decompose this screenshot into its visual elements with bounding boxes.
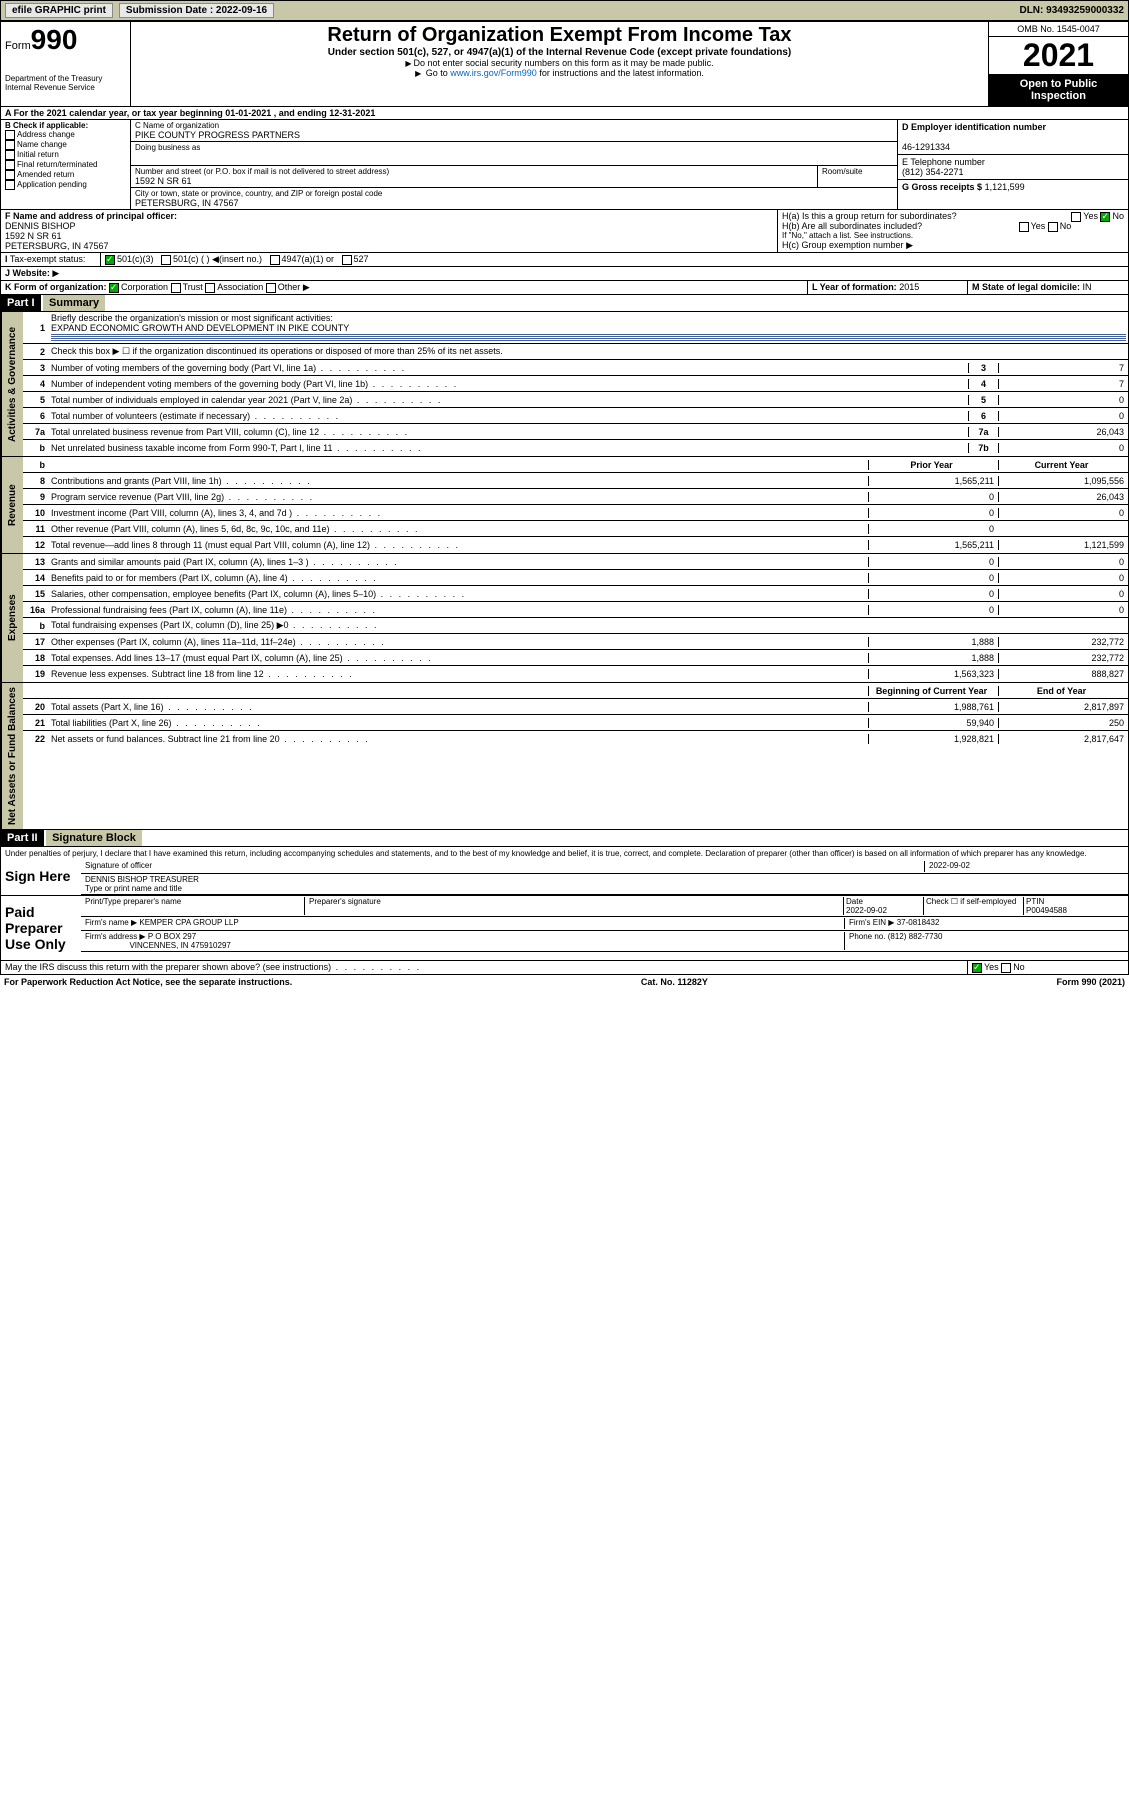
mission: EXPAND ECONOMIC GROWTH AND DEVELOPMENT I… xyxy=(51,323,349,333)
line-12: 12 Total revenue—add lines 8 through 11 … xyxy=(23,537,1128,553)
line-9: 9 Program service revenue (Part VIII, li… xyxy=(23,489,1128,505)
form-title: Return of Organization Exempt From Incom… xyxy=(137,24,982,47)
hc-label: H(c) Group exemption number xyxy=(782,240,904,250)
line-3: 3 Number of voting members of the govern… xyxy=(23,360,1128,376)
hb-label: H(b) Are all subordinates included? xyxy=(782,221,922,231)
city-state: PETERSBURG, IN 47567 xyxy=(135,198,893,208)
line-7a: 7a Total unrelated business revenue from… xyxy=(23,424,1128,440)
line-21: 21 Total liabilities (Part X, line 26) 5… xyxy=(23,715,1128,731)
dept-treasury: Department of the Treasury Internal Reve… xyxy=(5,74,126,92)
line-14: 14 Benefits paid to or for members (Part… xyxy=(23,570,1128,586)
line-8: 8 Contributions and grants (Part VIII, l… xyxy=(23,473,1128,489)
line-10: 10 Investment income (Part VIII, column … xyxy=(23,505,1128,521)
ha-label: H(a) Is this a group return for subordin… xyxy=(782,211,957,221)
line-6: 6 Total number of volunteers (estimate i… xyxy=(23,408,1128,424)
part1-hdr: Part I xyxy=(1,295,41,311)
line-13: 13 Grants and similar amounts paid (Part… xyxy=(23,554,1128,570)
phone: (812) 354-2271 xyxy=(902,167,964,177)
paid-preparer-block: Paid Preparer Use Only Print/Type prepar… xyxy=(0,896,1129,961)
officer-block: F Name and address of principal officer:… xyxy=(0,210,1129,253)
topbar: efile GRAPHIC print Submission Date : 20… xyxy=(0,0,1129,21)
line-17: 17 Other expenses (Part IX, column (A), … xyxy=(23,634,1128,650)
efile-btn[interactable]: efile GRAPHIC print xyxy=(5,3,113,18)
officer-addr1: 1592 N SR 61 xyxy=(5,231,62,241)
name-label: C Name of organization xyxy=(135,121,893,130)
form-number: Form990 xyxy=(5,24,126,56)
officer-name: DENNIS BISHOP xyxy=(5,221,76,231)
addr-label: Number and street (or P.O. box if mail i… xyxy=(135,167,813,176)
gross-label: G Gross receipts $ xyxy=(902,182,982,192)
line-11: 11 Other revenue (Part VIII, column (A),… xyxy=(23,521,1128,537)
line-22: 22 Net assets or fund balances. Subtract… xyxy=(23,731,1128,747)
status-row: I Tax-exempt status: 501(c)(3) 501(c) ( … xyxy=(0,253,1129,267)
room-label: Room/suite xyxy=(817,166,897,187)
line-15: 15 Salaries, other compensation, employe… xyxy=(23,586,1128,602)
ein-label: D Employer identification number xyxy=(902,122,1046,132)
street-addr: 1592 N SR 61 xyxy=(135,176,813,186)
expenses-block: Expenses 13 Grants and similar amounts p… xyxy=(0,554,1129,683)
revenue-block: Revenue b Prior Year Current Year 8 Cont… xyxy=(0,457,1129,554)
hb-note: If "No," attach a list. See instructions… xyxy=(782,231,1124,240)
open-inspection: Open to Public Inspection xyxy=(989,74,1128,106)
note-link: Go to www.irs.gov/Form990 for instructio… xyxy=(137,68,982,78)
section-a: A For the 2021 calendar year, or tax yea… xyxy=(0,107,1129,120)
col-b: B Check if applicable: Address change Na… xyxy=(1,120,131,209)
dln: DLN: 93493259000332 xyxy=(1019,5,1124,16)
sign-here-block: Sign Here Signature of officer2022-09-02… xyxy=(0,860,1129,896)
ein: 46-1291334 xyxy=(902,142,950,152)
irs-link[interactable]: www.irs.gov/Form990 xyxy=(450,68,537,78)
form-subtitle: Under section 501(c), 527, or 4947(a)(1)… xyxy=(137,47,982,58)
line-4: 4 Number of independent voting members o… xyxy=(23,376,1128,392)
tax-year: 2021 xyxy=(989,37,1128,74)
part2-hdr: Part II xyxy=(1,830,44,846)
klm-row: K Form of organization: Corporation Trus… xyxy=(0,281,1129,295)
submission-date: Submission Date : 2022-09-16 xyxy=(119,3,274,18)
phone-label: E Telephone number xyxy=(902,157,985,167)
dba-label: Doing business as xyxy=(135,143,893,152)
line-b: b Total fundraising expenses (Part IX, c… xyxy=(23,618,1128,634)
vtab-revenue: Revenue xyxy=(1,457,23,553)
netassets-block: Net Assets or Fund Balances Beginning of… xyxy=(0,683,1129,830)
line-20: 20 Total assets (Part X, line 16) 1,988,… xyxy=(23,699,1128,715)
vtab-governance: Activities & Governance xyxy=(1,312,23,456)
declaration: Under penalties of perjury, I declare th… xyxy=(0,847,1129,860)
line-16a: 16a Professional fundraising fees (Part … xyxy=(23,602,1128,618)
vtab-expenses: Expenses xyxy=(1,554,23,682)
omb-no: OMB No. 1545-0047 xyxy=(989,22,1128,37)
entity-block: B Check if applicable: Address change Na… xyxy=(0,120,1129,210)
part2-title: Signature Block xyxy=(46,830,142,846)
note-ssn: Do not enter social security numbers on … xyxy=(137,58,982,68)
officer-addr2: PETERSBURG, IN 47567 xyxy=(5,241,109,251)
governance-block: Activities & Governance 1 Briefly descri… xyxy=(0,312,1129,457)
gross-receipts: 1,121,599 xyxy=(985,182,1025,192)
org-name: PIKE COUNTY PROGRESS PARTNERS xyxy=(135,130,893,140)
line-18: 18 Total expenses. Add lines 13–17 (must… xyxy=(23,650,1128,666)
line-5: 5 Total number of individuals employed i… xyxy=(23,392,1128,408)
line-19: 19 Revenue less expenses. Subtract line … xyxy=(23,666,1128,682)
city-label: City or town, state or province, country… xyxy=(135,189,893,198)
line-7b: b Net unrelated business taxable income … xyxy=(23,440,1128,456)
vtab-netassets: Net Assets or Fund Balances xyxy=(1,683,23,829)
form-header: Form990 Department of the Treasury Inter… xyxy=(0,21,1129,107)
footer: For Paperwork Reduction Act Notice, see … xyxy=(0,975,1129,989)
part1-title: Summary xyxy=(43,295,105,311)
officer-label: F Name and address of principal officer: xyxy=(5,211,177,221)
